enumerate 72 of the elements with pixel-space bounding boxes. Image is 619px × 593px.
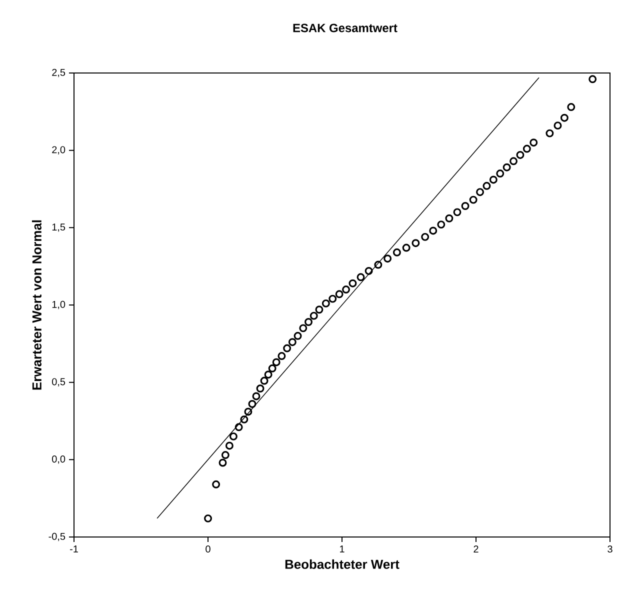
point (260, 376, 268, 385)
point (229, 432, 238, 440)
y-tick-label: 1,0 (52, 300, 66, 310)
point (588, 75, 597, 84)
point (244, 408, 252, 416)
y-tick-label: 0,5 (52, 378, 66, 386)
point (469, 196, 478, 204)
point (268, 364, 276, 372)
point (328, 294, 337, 303)
point (402, 244, 410, 252)
point (335, 290, 344, 298)
point (510, 157, 518, 166)
point (322, 299, 330, 308)
point (461, 202, 470, 210)
point (288, 338, 296, 346)
point (283, 344, 292, 352)
point (546, 129, 554, 138)
point (453, 208, 462, 216)
point (445, 214, 454, 222)
point (522, 144, 531, 153)
point (374, 260, 382, 269)
point (240, 415, 248, 424)
point (384, 254, 392, 263)
point (437, 220, 446, 229)
point (225, 442, 234, 450)
point (392, 248, 401, 256)
point (554, 122, 562, 130)
point (218, 458, 227, 467)
x-tick-label: 3 (608, 546, 612, 553)
point (412, 239, 420, 248)
y-tick-label: -0,5 (48, 532, 66, 542)
point (310, 312, 318, 320)
point (272, 358, 280, 366)
y-tick-label: 0,0 (52, 456, 66, 464)
point (530, 138, 538, 147)
y-tick-label: 2,0 (52, 146, 66, 154)
point (476, 188, 484, 196)
point (256, 384, 264, 392)
point (294, 332, 302, 340)
point (348, 279, 357, 288)
x-tick-label: 2 (474, 546, 478, 552)
x-tick-label: 0 (206, 546, 210, 553)
point (212, 480, 220, 488)
point (252, 392, 260, 400)
point (248, 400, 256, 408)
point (364, 266, 373, 275)
point (496, 170, 504, 178)
y-tick-label: 2,5 (52, 68, 66, 78)
point (234, 423, 243, 432)
point (429, 226, 438, 235)
y-axis-title: Erwarteter Wert von Normal (32, 220, 42, 390)
point (502, 163, 511, 172)
point (489, 176, 498, 184)
point (560, 114, 568, 122)
chart-title: ESAK Gesamtwert (293, 24, 398, 32)
point (299, 324, 308, 332)
point (264, 370, 272, 379)
point (221, 451, 230, 459)
point (421, 232, 430, 241)
y-tick-label: 1,5 (52, 224, 66, 232)
point (516, 150, 524, 159)
x-tick-label: -1 (70, 546, 78, 552)
point (342, 286, 350, 294)
point (304, 318, 312, 326)
point (482, 182, 491, 190)
point (315, 306, 324, 314)
x-tick-label: 1 (340, 546, 344, 552)
point (204, 514, 212, 522)
point (567, 103, 576, 111)
point (356, 273, 365, 282)
point (278, 352, 286, 360)
x-axis-title: Beobachteter Wert (285, 559, 400, 569)
